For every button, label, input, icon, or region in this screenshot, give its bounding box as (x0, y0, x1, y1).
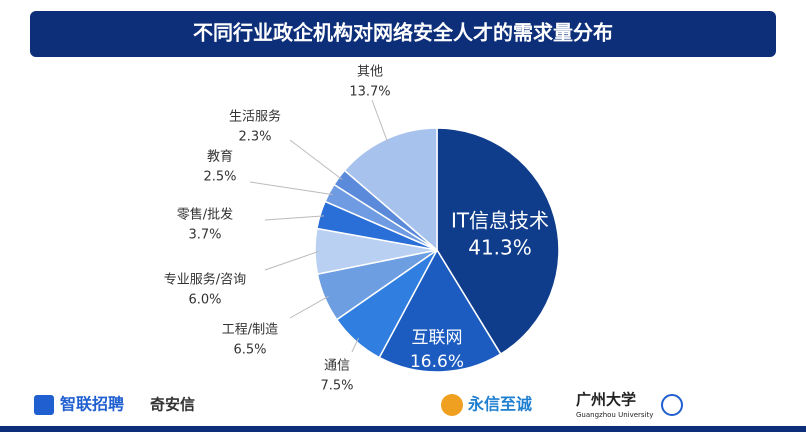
logo: 智联招聘 (60, 395, 124, 414)
slice-label: 专业服务/咨询 (164, 272, 246, 288)
value-label: 2.3% (238, 130, 271, 145)
leader-line (371, 99, 389, 143)
value-label: 3.7% (188, 228, 221, 243)
slice-label: 生活服务 (229, 109, 281, 125)
slice-label: 其他 (357, 65, 383, 80)
chart-title: 不同行业政企机构对网络安全人才的需求量分布 (193, 21, 613, 45)
pie-slice (436, 127, 560, 356)
logo: Guangzhou University (576, 411, 653, 419)
slice-label: 互联网 (412, 328, 463, 348)
value-label: 6.5% (233, 343, 266, 358)
leader-line (351, 337, 359, 353)
leader-line (249, 181, 333, 196)
slice-label: 工程/制造 (222, 323, 278, 338)
value-label: 6.0% (188, 293, 221, 308)
value-label: 16.6% (410, 352, 464, 372)
logo: 永信至诚 (467, 395, 532, 414)
logo-icon (441, 394, 463, 416)
value-label: 7.5% (320, 379, 353, 394)
value-label: 41.3% (468, 236, 532, 260)
bottom-stripe (0, 426, 806, 432)
pie-slice (378, 248, 502, 373)
slice-label: 教育 (207, 149, 233, 165)
value-label: 13.7% (349, 85, 390, 100)
leader-line (264, 250, 320, 271)
slice-label: 零售/批发 (177, 207, 233, 223)
leader-line (264, 215, 325, 221)
logo-icon (661, 394, 683, 416)
leader-line (289, 295, 329, 319)
logo: 广州大学 (576, 391, 636, 409)
logo-icon (34, 395, 54, 415)
slice-label: 通信 (324, 359, 350, 374)
value-label: 2.5% (203, 170, 236, 185)
pie (314, 127, 560, 373)
leader-line (289, 139, 343, 181)
title-banner (30, 11, 776, 57)
logo: 奇安信 (150, 396, 195, 414)
slice-label: IT信息技术 (451, 209, 549, 233)
